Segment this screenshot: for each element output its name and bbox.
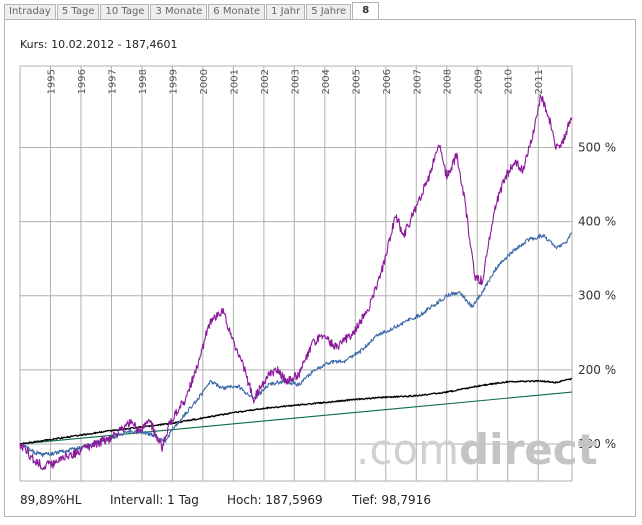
- x-tick-label: 1996: [77, 69, 88, 94]
- x-tick-label: 2000: [199, 69, 210, 94]
- footer-tief: Tief: 98,7916: [352, 493, 431, 507]
- series-line-green: [19, 391, 573, 445]
- series-line-blue: [19, 232, 573, 458]
- x-tick-label: 2005: [351, 69, 362, 94]
- x-tick-label: 1995: [46, 69, 57, 94]
- x-tick-label: 1999: [168, 69, 179, 94]
- x-tick-label: 2006: [382, 69, 393, 94]
- chart-series: [19, 93, 573, 471]
- chart-panel: [4, 19, 636, 517]
- y-tick-label: 300 %: [578, 289, 616, 303]
- y-tick-labels: 100 % 200 % 300 % 400 % 500 %: [578, 141, 616, 451]
- x-tick-label: 1997: [107, 69, 118, 94]
- footer-intervall: Intervall: 1 Tag: [110, 493, 199, 507]
- series-line-purple: [19, 93, 573, 471]
- y-tick-label: 400 %: [578, 215, 616, 229]
- x-tick-label: 1998: [138, 69, 149, 94]
- tab-5-tage[interactable]: 5 Tage: [56, 4, 100, 19]
- tab-5-jahre[interactable]: 5 Jahre: [306, 4, 352, 19]
- chart-grid: [19, 65, 573, 482]
- tab-max[interactable]: 8: [352, 2, 380, 19]
- tab-6-monate[interactable]: 6 Monate: [208, 4, 266, 19]
- tab-intraday[interactable]: Intraday: [4, 4, 56, 19]
- x-tick-label: 2003: [290, 69, 301, 94]
- x-tick-label: 2004: [321, 69, 332, 94]
- series-line-black: [19, 377, 573, 445]
- period-tabs: Intraday 5 Tage 10 Tage 3 Monate 6 Monat…: [4, 2, 380, 19]
- footer-hoch: Hoch: 187,5969: [227, 493, 323, 507]
- x-tick-label: 2011: [534, 69, 545, 94]
- tab-3-monate[interactable]: 3 Monate: [150, 4, 208, 19]
- x-tick-label: 2007: [412, 69, 423, 94]
- y-tick-label: 500 %: [578, 141, 616, 155]
- x-tick-label: 2001: [229, 69, 240, 94]
- y-tick-label: 200 %: [578, 363, 616, 377]
- x-tick-label: 2010: [504, 69, 515, 94]
- tab-1-jahr[interactable]: 1 Jahr: [266, 4, 306, 19]
- x-tick-label: 2009: [473, 69, 484, 94]
- footer-hl: 89,89%HL: [20, 493, 82, 507]
- y-tick-label: 100 %: [578, 437, 616, 451]
- watermark-logo: .comdirect: [356, 425, 598, 474]
- x-tick-labels: 1995 1996 1997 1998 1999 2000 2001 2002 2003 2004…: [46, 69, 545, 94]
- x-tick-label: 2002: [260, 69, 271, 94]
- x-tick-label: 2008: [443, 69, 454, 94]
- price-header: Kurs: 10.02.2012 - 187,4601: [20, 38, 178, 51]
- tab-10-tage[interactable]: 10 Tage: [100, 4, 150, 19]
